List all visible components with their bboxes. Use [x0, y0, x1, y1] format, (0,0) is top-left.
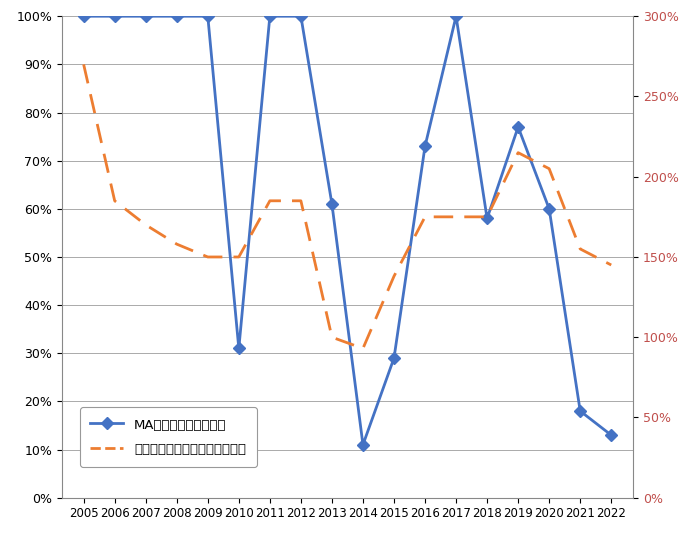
- Legend: MA米落札割合（左軸）, 日本米の対アメリカ産米価格比: MA米落札割合（左軸）, 日本米の対アメリカ産米価格比: [80, 407, 257, 467]
